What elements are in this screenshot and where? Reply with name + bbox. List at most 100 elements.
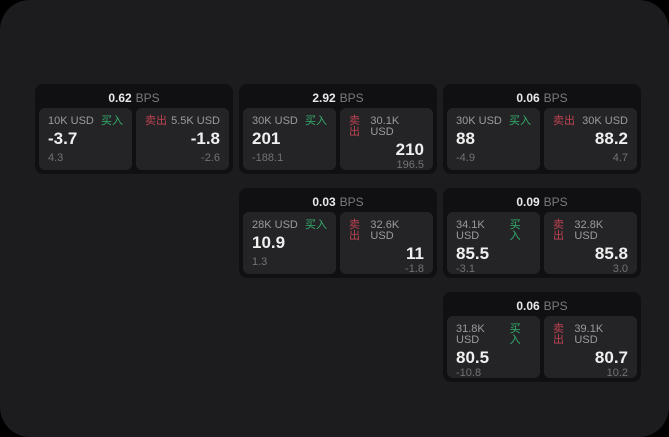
- buy-price: 201: [252, 129, 281, 148]
- sell-delta: 3.0: [612, 262, 628, 275]
- sell-amount: 32.8K USD: [574, 219, 604, 242]
- buy-tag: 买入: [101, 115, 123, 127]
- buy-tile-top: 30K USD 买入: [456, 116, 531, 127]
- sell-tag: 卖出: [349, 219, 360, 242]
- bps-header: 0.06 BPS: [447, 88, 637, 108]
- quote-panels: 30K USD 买入 88 -4.9 卖出 30K USD 88.2 4.7: [447, 108, 637, 170]
- buy-amount: 30K USD: [456, 115, 502, 127]
- sell-price: 88.2: [594, 129, 628, 148]
- buy-tag: 买入: [305, 219, 327, 231]
- sell-tile-top: 卖出 32.8K USD: [553, 220, 628, 242]
- buy-amount: 10K USD: [48, 115, 94, 127]
- quote-panels: 34.1K USD 买入 85.5 -3.1 卖出 32.8K USD 85.8…: [447, 212, 637, 274]
- quote-panels: 31.8K USD 买入 80.5 -10.8 卖出 39.1K USD 80.…: [447, 316, 637, 378]
- sell-amount: 32.6K USD: [370, 219, 400, 242]
- quote-panels: 28K USD 买入 10.9 1.3 卖出 32.6K USD 11 -1.8: [243, 212, 433, 274]
- bps-header: 2.92 BPS: [243, 88, 433, 108]
- sell-price: -1.8: [190, 129, 220, 148]
- bps-unit-label: BPS: [339, 91, 364, 105]
- bps-unit-label: BPS: [543, 91, 568, 105]
- bps-header: 0.09 BPS: [447, 192, 637, 212]
- sell-amount: 39.1K USD: [574, 323, 604, 346]
- buy-delta: -4.9: [456, 152, 475, 164]
- bps-header: 0.06 BPS: [447, 296, 637, 316]
- sell-tile-top: 卖出 30K USD: [553, 116, 628, 127]
- sell-tile-top: 卖出 5.5K USD: [145, 116, 220, 127]
- quote-card-r1c1: 0.62 BPS 10K USD 买入 -3.7 4.3 卖出 5.5K USD: [35, 84, 233, 174]
- sell-delta: 4.7: [612, 152, 628, 164]
- sell-amount: 5.5K USD: [171, 115, 220, 127]
- buy-tag: 买入: [509, 115, 531, 127]
- sell-quote-tile[interactable]: 卖出 30K USD 88.2 4.7: [544, 108, 637, 170]
- sell-tag: 卖出: [349, 115, 360, 138]
- buy-tile-top: 28K USD 买入: [252, 220, 327, 231]
- sell-tile-top: 卖出 39.1K USD: [553, 324, 628, 346]
- buy-quote-tile[interactable]: 10K USD 买入 -3.7 4.3: [39, 108, 132, 170]
- sell-price: 80.7: [594, 348, 628, 367]
- bps-unit-label: BPS: [543, 195, 568, 209]
- sell-price: 85.8: [594, 244, 628, 263]
- buy-quote-tile[interactable]: 30K USD 买入 201 -188.1: [243, 108, 336, 170]
- quote-card-r3c3: 0.06 BPS 31.8K USD 买入 80.5 -10.8 卖出 39.1…: [443, 292, 641, 382]
- buy-delta: 4.3: [48, 152, 64, 164]
- buy-tile-top: 10K USD 买入: [48, 116, 123, 127]
- quote-card-r1c3: 0.06 BPS 30K USD 买入 88 -4.9 卖出 30K USD: [443, 84, 641, 174]
- buy-tag: 买入: [305, 115, 327, 127]
- quote-cards-grid: 0.62 BPS 10K USD 买入 -3.7 4.3 卖出 5.5K USD: [35, 84, 641, 382]
- bps-value: 0.03: [312, 195, 336, 209]
- bps-header: 0.03 BPS: [243, 192, 433, 212]
- buy-tag: 买入: [509, 219, 521, 242]
- buy-quote-tile[interactable]: 30K USD 买入 88 -4.9: [447, 108, 540, 170]
- sell-tile-top: 卖出 30.1K USD: [349, 116, 424, 138]
- buy-delta: -3.1: [456, 262, 475, 275]
- bps-value: 0.06: [516, 91, 540, 105]
- sell-quote-tile[interactable]: 卖出 32.8K USD 85.8 3.0: [544, 212, 637, 274]
- sell-amount: 30.1K USD: [370, 115, 400, 138]
- bps-unit-label: BPS: [135, 91, 160, 105]
- sell-delta: 10.2: [606, 366, 628, 379]
- buy-delta: -10.8: [456, 366, 482, 379]
- quote-panels: 10K USD 买入 -3.7 4.3 卖出 5.5K USD -1.8 -2.…: [39, 108, 229, 170]
- sell-quote-tile[interactable]: 卖出 5.5K USD -1.8 -2.6: [136, 108, 229, 170]
- bps-header: 0.62 BPS: [39, 88, 229, 108]
- buy-price: 10.9: [252, 233, 286, 252]
- sell-delta: 196.5: [396, 158, 424, 171]
- buy-quote-tile[interactable]: 34.1K USD 买入 85.5 -3.1: [447, 212, 540, 274]
- buy-tile-top: 34.1K USD 买入: [456, 220, 531, 242]
- quote-card-r2c3: 0.09 BPS 34.1K USD 买入 85.5 -3.1 卖出 32.8K…: [443, 188, 641, 278]
- buy-quote-tile[interactable]: 31.8K USD 买入 80.5 -10.8: [447, 316, 540, 378]
- sell-tag: 卖出: [553, 219, 564, 242]
- bps-value: 0.06: [516, 299, 540, 313]
- buy-price: -3.7: [48, 129, 78, 148]
- buy-price: 80.5: [456, 348, 490, 367]
- buy-price: 85.5: [456, 244, 490, 263]
- bps-value: 2.92: [312, 91, 336, 105]
- buy-tile-top: 31.8K USD 买入: [456, 324, 531, 346]
- sell-price: 11: [406, 244, 424, 263]
- sell-quote-tile[interactable]: 卖出 32.6K USD 11 -1.8: [340, 212, 433, 274]
- sell-amount: 30K USD: [582, 115, 628, 127]
- sell-price: 210: [395, 140, 424, 159]
- buy-quote-tile[interactable]: 28K USD 买入 10.9 1.3: [243, 212, 336, 274]
- bps-unit-label: BPS: [543, 299, 568, 313]
- quote-card-r2c2: 0.03 BPS 28K USD 买入 10.9 1.3 卖出 32.6K US…: [239, 188, 437, 278]
- buy-delta: -188.1: [252, 152, 284, 164]
- buy-amount: 31.8K USD: [456, 323, 485, 346]
- sell-delta: -2.6: [201, 152, 220, 164]
- sell-tag: 卖出: [553, 115, 575, 127]
- sell-tag: 卖出: [553, 323, 564, 346]
- buy-tag: 买入: [509, 323, 521, 346]
- buy-amount: 28K USD: [252, 219, 298, 231]
- buy-amount: 34.1K USD: [456, 219, 485, 242]
- sell-tile-top: 卖出 32.6K USD: [349, 220, 424, 242]
- sell-quote-tile[interactable]: 卖出 30.1K USD 210 196.5: [340, 108, 433, 170]
- buy-delta: 1.3: [252, 256, 268, 268]
- bps-value: 0.62: [108, 91, 132, 105]
- quote-panels: 30K USD 买入 201 -188.1 卖出 30.1K USD 210 1…: [243, 108, 433, 170]
- buy-price: 88: [456, 129, 475, 148]
- sell-tag: 卖出: [145, 115, 167, 127]
- buy-tile-top: 30K USD 买入: [252, 116, 327, 127]
- quote-card-r1c2: 2.92 BPS 30K USD 买入 201 -188.1 卖出 30.1K …: [239, 84, 437, 174]
- sell-quote-tile[interactable]: 卖出 39.1K USD 80.7 10.2: [544, 316, 637, 378]
